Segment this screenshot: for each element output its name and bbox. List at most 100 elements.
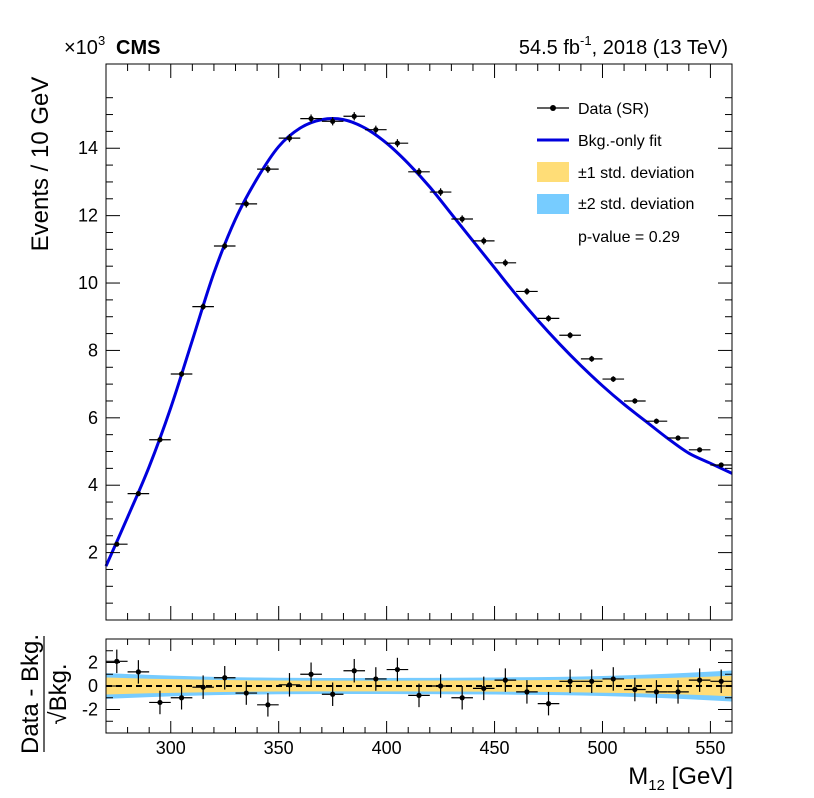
x-tick-label: 450 [480, 738, 510, 758]
pull-point [149, 690, 171, 715]
pull-point-marker [243, 690, 249, 696]
data-point [235, 200, 258, 208]
data-point-marker [502, 260, 508, 266]
data-point-marker [567, 332, 573, 338]
pull-point [192, 675, 214, 699]
data-point [106, 541, 128, 547]
experiment-label: CMS [116, 37, 160, 59]
data-point [429, 188, 452, 196]
data-point-marker [718, 462, 724, 468]
pull-point [235, 681, 258, 705]
pull-point [667, 680, 689, 704]
data-point [127, 491, 150, 497]
lumi-label: 54.5 fb-1, 2018 (13 TeV) [519, 33, 728, 59]
pull-point [386, 657, 409, 682]
multiplier-label: ×103 [64, 33, 105, 59]
data-point [710, 462, 732, 468]
pull-point [213, 666, 236, 690]
legend-pvalue: p-value = 0.29 [578, 229, 680, 246]
data-point-marker [330, 118, 336, 124]
x-tick-label: 350 [264, 738, 294, 758]
legend-band1-label: ±1 std. deviation [578, 165, 694, 182]
x-axis-title: M12 [GeV] [628, 763, 733, 794]
pull-point [429, 674, 452, 698]
data-point-marker [481, 238, 487, 244]
pull-point-marker [610, 676, 616, 682]
pull-point-marker [265, 702, 271, 708]
pull-point-marker [589, 678, 595, 684]
pull-point-marker [437, 683, 444, 689]
pull-point [645, 680, 668, 704]
pull-point [559, 669, 581, 694]
y-tick-label: 4 [88, 475, 98, 495]
pull-point [300, 662, 322, 686]
pull-point [537, 691, 560, 716]
ratio-y-denominator: √Bkg. [45, 663, 72, 724]
ratio-y-axis-title: Data - Bkg. √Bkg. [17, 634, 72, 754]
data-point-marker [589, 356, 595, 362]
pull-point [688, 668, 711, 692]
ratio-y-tick-label: 2 [88, 653, 98, 673]
data-point [688, 447, 711, 453]
data-point-marker [675, 435, 681, 441]
pull-point-marker [459, 695, 465, 701]
data-point-marker [222, 243, 228, 249]
data-point-marker [416, 169, 422, 175]
pull-point [710, 669, 732, 694]
data-point [667, 435, 689, 441]
pull-point [602, 667, 625, 691]
data-point-marker [610, 376, 616, 382]
x-tick-label: 300 [156, 738, 186, 758]
ratio-axis-ticks: -2 0 2 300 350 400 450 500 550 [82, 639, 733, 758]
pull-point [127, 660, 150, 684]
data-point [624, 398, 646, 404]
pull-point-marker [416, 692, 422, 699]
legend-band2-swatch [537, 194, 569, 214]
pull-point [321, 682, 344, 706]
data-point [300, 114, 322, 123]
pull-point-marker [308, 671, 314, 677]
pull-point-marker [200, 684, 206, 690]
pull-point-marker [394, 666, 401, 673]
data-point-marker [178, 371, 185, 377]
pull-point-marker [157, 699, 163, 706]
data-point-marker [114, 541, 120, 547]
data-point-marker [373, 127, 379, 133]
data-point [278, 134, 301, 143]
main-axis-ticks: 2 4 6 8 10 12 14 [78, 64, 733, 620]
pull-point [106, 649, 128, 674]
data-point-marker [135, 491, 141, 497]
data-point [170, 371, 193, 377]
legend-band1-swatch [537, 162, 569, 182]
data-point-marker [394, 140, 401, 146]
pull-point [257, 693, 279, 717]
data-point-marker [437, 189, 444, 195]
data-point [494, 259, 517, 267]
pull-point-marker [502, 677, 508, 683]
pull-point-marker [373, 676, 379, 682]
pull-point-marker [632, 686, 638, 693]
ratio-y-tick-label: 0 [88, 676, 98, 696]
pull-point-marker [524, 689, 530, 695]
data-point [213, 242, 236, 250]
x-tick-label: 400 [372, 738, 402, 758]
data-point-marker [545, 315, 552, 322]
pull-point-marker [178, 695, 185, 701]
pull-point [580, 669, 603, 694]
data-point [321, 117, 344, 126]
pull-point [516, 680, 538, 704]
ratio-y-numerator: Data - Bkg. [17, 634, 44, 754]
main-fit-layer [104, 117, 733, 567]
data-point [559, 332, 581, 339]
pull-point [472, 676, 495, 701]
data-point [149, 437, 171, 443]
pull-point [451, 686, 473, 710]
data-point-marker [351, 113, 357, 119]
data-point [408, 167, 430, 176]
pull-point-marker [567, 678, 573, 684]
pull-point [170, 686, 193, 710]
bkg-fit-curve [104, 117, 733, 567]
pull-point-marker [330, 691, 336, 697]
legend-data-marker [550, 105, 556, 111]
data-point-marker [157, 437, 163, 443]
